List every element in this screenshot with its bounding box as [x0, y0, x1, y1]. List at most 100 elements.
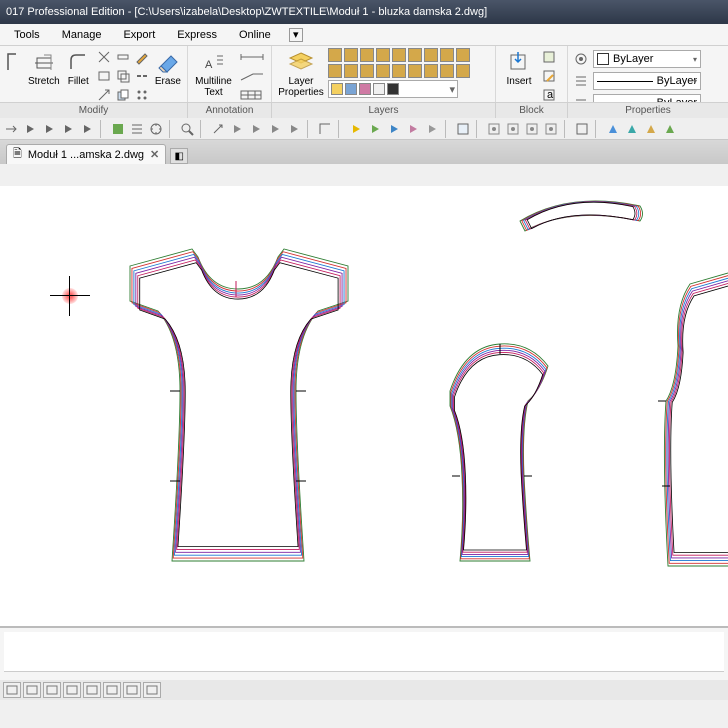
dim-linear-icon[interactable]	[237, 48, 267, 66]
gold-icon[interactable]	[642, 120, 660, 138]
copy-icon[interactable]	[523, 120, 541, 138]
zoom-icon[interactable]	[178, 120, 196, 138]
nav-arrow-icon[interactable]	[21, 120, 39, 138]
command-input[interactable]	[4, 632, 724, 672]
target-icon[interactable]	[147, 120, 165, 138]
green-box-icon[interactable]	[109, 120, 127, 138]
layer-swatch[interactable]	[440, 48, 454, 62]
blue-icon[interactable]	[604, 120, 622, 138]
leader-icon[interactable]	[237, 67, 267, 85]
box-icon[interactable]	[454, 120, 472, 138]
layer-state-icon	[345, 83, 357, 95]
rect-icon[interactable]	[95, 67, 113, 85]
join-icon[interactable]	[133, 67, 151, 85]
status-toggle[interactable]	[23, 682, 41, 698]
layer-swatch[interactable]	[408, 64, 422, 78]
menu-online[interactable]: Online	[229, 27, 281, 43]
label-annotation: Annotation	[188, 103, 272, 118]
stretch-button[interactable]: Stretch	[26, 48, 62, 89]
fillet-button[interactable]: Fillet	[64, 48, 93, 89]
layer-swatch[interactable]	[456, 64, 470, 78]
file-tab[interactable]: 🗎 Moduł 1 ...amska 2.dwg ✕	[6, 144, 166, 164]
tool-icon[interactable]	[209, 120, 227, 138]
break-icon[interactable]	[114, 48, 132, 66]
status-toggle[interactable]	[83, 682, 101, 698]
layer-swatch[interactable]	[408, 48, 422, 62]
menu-express[interactable]: Express	[167, 27, 227, 43]
layer-swatch[interactable]	[376, 64, 390, 78]
nav-arrow-icon[interactable]	[247, 120, 265, 138]
modify-mini-tools	[95, 48, 151, 104]
green-icon[interactable]	[661, 120, 679, 138]
match-props-icon[interactable]	[572, 50, 590, 68]
menu-dropdown-icon[interactable]: ▾	[289, 28, 303, 42]
box-icon[interactable]	[573, 120, 591, 138]
menu-export[interactable]: Export	[113, 27, 165, 43]
grid-icon[interactable]	[504, 120, 522, 138]
nav-arrow-icon[interactable]	[285, 120, 303, 138]
status-bar	[0, 680, 728, 700]
status-toggle[interactable]	[143, 682, 161, 698]
status-toggle[interactable]	[123, 682, 141, 698]
close-tab-icon[interactable]: ✕	[150, 148, 159, 161]
status-toggle[interactable]	[103, 682, 121, 698]
document-tabs: 🗎 Moduł 1 ...amska 2.dwg ✕ ◧	[0, 140, 728, 164]
block-create-icon[interactable]	[540, 48, 558, 66]
layer-swatch[interactable]	[360, 48, 374, 62]
layer-swatch[interactable]	[392, 48, 406, 62]
corner-icon[interactable]	[316, 120, 334, 138]
offset-icon[interactable]	[114, 67, 132, 85]
layer-swatch[interactable]	[376, 48, 390, 62]
edit-icon[interactable]	[133, 48, 151, 66]
nav-arrow-icon[interactable]	[404, 120, 422, 138]
nav-arrow-icon[interactable]	[347, 120, 365, 138]
layer-properties-button[interactable]: Layer Properties	[276, 48, 326, 100]
nav-arrow-icon[interactable]	[59, 120, 77, 138]
layer-swatch[interactable]	[440, 64, 454, 78]
insert-label: Insert	[506, 76, 531, 87]
layer-swatch[interactable]	[344, 48, 358, 62]
nav-arrow-icon[interactable]	[40, 120, 58, 138]
tool-icon[interactable]	[2, 120, 20, 138]
nav-arrow-icon[interactable]	[78, 120, 96, 138]
color-combo-label: ByLayer	[613, 53, 653, 65]
block-edit-icon[interactable]	[540, 67, 558, 85]
secondary-toolbar	[0, 118, 728, 140]
insert-button[interactable]: Insert	[500, 48, 538, 89]
status-toggle[interactable]	[63, 682, 81, 698]
trim-icon[interactable]	[95, 48, 113, 66]
menu-tools[interactable]: Tools	[4, 27, 50, 43]
drawing-canvas[interactable]	[0, 186, 728, 626]
layer-swatch[interactable]	[328, 48, 342, 62]
layer-swatch[interactable]	[424, 64, 438, 78]
layer-state-icon	[359, 83, 371, 95]
list-icon[interactable]	[128, 120, 146, 138]
status-toggle[interactable]	[43, 682, 61, 698]
layer-swatch[interactable]	[392, 64, 406, 78]
layer-swatch[interactable]	[328, 64, 342, 78]
nav-arrow-icon[interactable]	[228, 120, 246, 138]
layer-combo[interactable]: ▾	[328, 80, 458, 98]
layer-swatch[interactable]	[424, 48, 438, 62]
teal-icon[interactable]	[623, 120, 641, 138]
nav-arrow-icon[interactable]	[266, 120, 284, 138]
linetype-combo[interactable]: ByLayer	[593, 72, 701, 90]
menu-bar: Tools Manage Export Express Online ▾	[0, 24, 728, 46]
layer-swatch[interactable]	[360, 64, 374, 78]
list-icon[interactable]	[572, 72, 590, 90]
multiline-text-button[interactable]: A Multiline Text	[192, 48, 235, 100]
color-combo[interactable]: ByLayer	[593, 50, 701, 68]
status-toggle[interactable]	[3, 682, 21, 698]
center-icon[interactable]	[542, 120, 560, 138]
layer-swatch[interactable]	[344, 64, 358, 78]
menu-manage[interactable]: Manage	[52, 27, 112, 43]
nav-arrow-icon[interactable]	[385, 120, 403, 138]
nav-arrow-icon[interactable]	[366, 120, 384, 138]
nav-arrow-icon[interactable]	[423, 120, 441, 138]
layer-swatch[interactable]	[456, 48, 470, 62]
refresh-icon[interactable]	[485, 120, 503, 138]
linetype-label: ByLayer	[657, 75, 697, 87]
new-tab-button[interactable]: ◧	[170, 148, 188, 164]
modify-edge-button[interactable]	[4, 48, 24, 76]
erase-button[interactable]: Erase	[153, 48, 183, 89]
